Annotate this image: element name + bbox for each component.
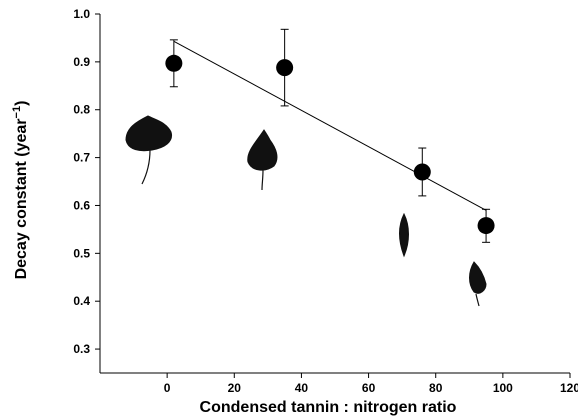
y-tick-label: 0.5 — [73, 246, 90, 260]
y-tick-label: 0.8 — [73, 103, 90, 117]
y-axis-title: Decay constant (year−1) — [11, 101, 30, 280]
y-tick-label: 0.6 — [73, 198, 90, 212]
y-tick-label: 0.7 — [73, 151, 90, 165]
data-point — [276, 59, 294, 77]
x-tick-label: 120 — [560, 381, 578, 395]
x-tick-label: 40 — [295, 381, 309, 395]
leaf-icon-willow — [399, 212, 409, 258]
x-tick-label: 80 — [429, 381, 443, 395]
data-point — [165, 54, 183, 72]
y-ticks: 0.3 0.4 0.5 0.6 0.7 0.8 0.9 1.0 — [73, 7, 100, 356]
leaf-icon-poplar — [125, 115, 173, 185]
x-tick-label: 0 — [164, 381, 171, 395]
leaf-icon-cottonwood — [469, 261, 487, 307]
data-points — [165, 28, 495, 243]
x-axis-title: Condensed tannin : nitrogen ratio — [200, 399, 457, 416]
leaf-icon-aspen — [247, 129, 278, 191]
regression-line — [173, 40, 487, 211]
x-tick-label: 100 — [493, 381, 513, 395]
data-point — [477, 217, 495, 235]
y-tick-label: 0.9 — [73, 55, 90, 69]
x-tick-label: 60 — [362, 381, 376, 395]
x-ticks: 0 20 40 60 80 100 120 — [164, 373, 578, 395]
y-tick-label: 1.0 — [73, 7, 90, 21]
y-tick-label: 0.3 — [73, 342, 90, 356]
y-tick-label: 0.4 — [73, 294, 90, 308]
x-tick-label: 20 — [228, 381, 242, 395]
data-point — [413, 163, 431, 181]
